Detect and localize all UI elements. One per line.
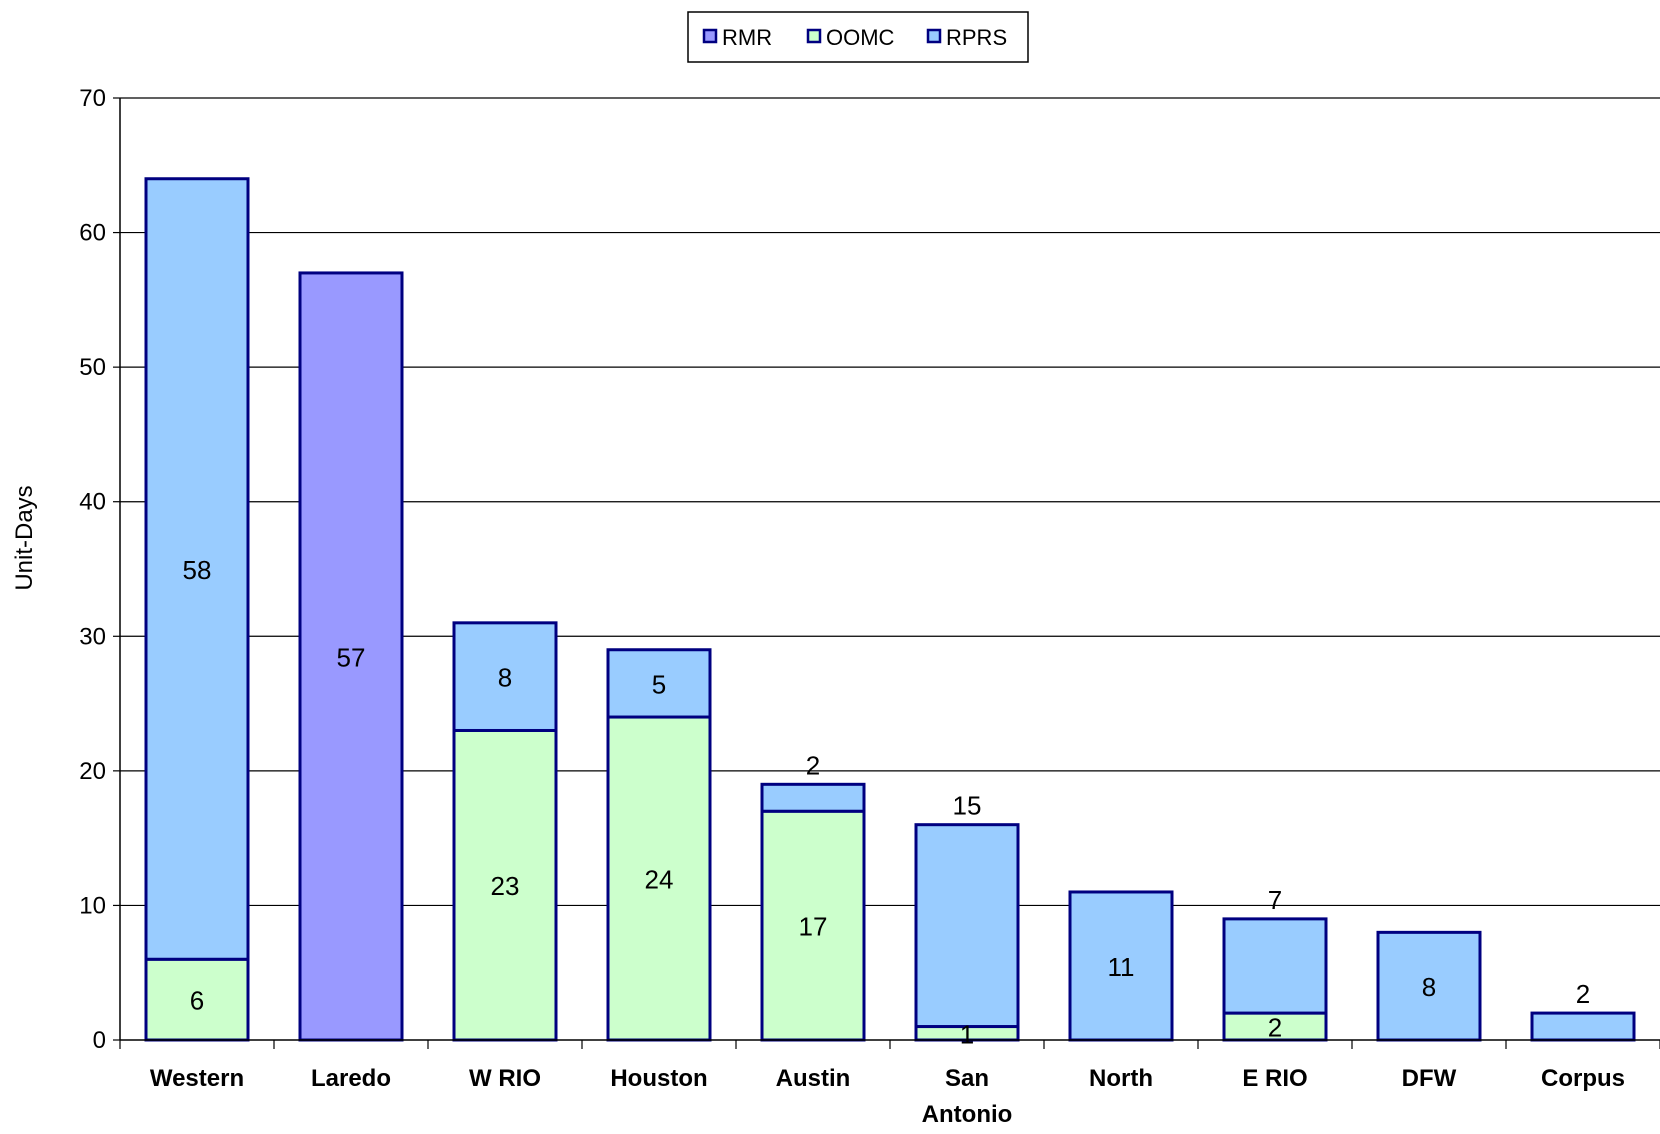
y-axis-title: Unit-Days (11, 485, 38, 590)
bars (144, 177, 1636, 1042)
bar-segment-rprs-western (144, 177, 250, 961)
x-category-label: E RIO (1242, 1065, 1307, 1092)
data-label: 57 (337, 642, 366, 672)
data-label: 2 (1268, 1013, 1282, 1043)
y-tick-label: 60 (79, 220, 106, 247)
x-category-label: North (1089, 1065, 1153, 1092)
x-category-label-line: North (1089, 1065, 1153, 1092)
legend-swatch-oomc (806, 28, 822, 44)
x-category-label-line: San (945, 1065, 989, 1092)
data-label: 5 (652, 669, 666, 699)
data-label: 17 (799, 912, 828, 942)
data-labels: 6 58 57 23 8 24 5 17 2 1 15 11 2 7 8 2 (183, 555, 1591, 1049)
bar-segment-rprs-houston (606, 648, 712, 719)
x-category-label: Houston (610, 1065, 707, 1092)
legend: RMR OOMC RPRS (687, 11, 1029, 63)
data-label: 58 (183, 555, 212, 585)
y-tick-label: 20 (79, 758, 106, 785)
x-category-label: W RIO (469, 1065, 541, 1092)
bar-segment-oomc-western (144, 957, 250, 1042)
x-category-label: Western (150, 1065, 244, 1092)
x-category-label-line: Laredo (311, 1065, 391, 1092)
y-tick-label: 50 (79, 354, 106, 381)
x-category-label-line: Austin (776, 1065, 851, 1092)
x-category-label-line: Corpus (1541, 1065, 1625, 1092)
legend-box (687, 11, 1029, 63)
x-category-label: Austin (776, 1065, 851, 1092)
data-label: 8 (498, 663, 512, 693)
y-tick-label: 10 (79, 892, 106, 919)
legend-swatch-rmr (702, 28, 718, 44)
bar-segment-rmr-laredo (298, 271, 404, 1042)
x-category-label: Laredo (311, 1065, 391, 1092)
data-label: 8 (1422, 972, 1436, 1002)
legend-label-rprs: RPRS (946, 25, 1007, 50)
bar-segment-rprs-e-rio (1222, 917, 1328, 1015)
x-category-label-line: DFW (1402, 1065, 1457, 1092)
bar-segment-rprs-w-rio (452, 621, 558, 732)
y-tick-label: 0 (93, 1027, 106, 1054)
x-category-label-line: Western (150, 1065, 244, 1092)
data-label: 1 (960, 1019, 974, 1049)
x-category-label-line: W RIO (469, 1065, 541, 1092)
legend-label-rmr: RMR (722, 25, 772, 50)
data-label: 2 (1576, 979, 1590, 1009)
y-tick-label: 70 (79, 85, 106, 112)
bar-segment-rprs-north (1068, 890, 1174, 1042)
x-category-label-line: E RIO (1242, 1065, 1307, 1092)
bar-segment-rprs-austin (760, 782, 866, 813)
legend-swatch-rprs (926, 28, 942, 44)
legend-label-oomc: OOMC (826, 25, 895, 50)
data-label: 24 (645, 865, 674, 895)
x-category-label-line: Antonio (922, 1101, 1013, 1128)
y-tick-label: 30 (79, 623, 106, 650)
bar-segment-oomc-houston (606, 715, 712, 1042)
x-category-label: Corpus (1541, 1065, 1625, 1092)
x-category-label-line: Houston (610, 1065, 707, 1092)
x-category-label: DFW (1402, 1065, 1457, 1092)
bar-segment-rprs-corpus (1530, 1011, 1636, 1042)
axes: 0 10 20 30 40 50 60 70 Western Laredo W RIO Houston… (79, 85, 1660, 1128)
y-tick-label: 40 (79, 489, 106, 516)
bar-segment-oomc-w-rio (452, 728, 558, 1042)
x-category-label: San Antonio (922, 1065, 1013, 1128)
bar-segment-rprs-san-antonio (914, 823, 1020, 1029)
data-label: 11 (1108, 952, 1135, 982)
data-label: 7 (1268, 885, 1282, 915)
data-label: 6 (190, 986, 204, 1016)
data-label: 15 (953, 791, 982, 821)
bar-segment-rprs-dfw (1376, 930, 1482, 1042)
data-label: 23 (491, 871, 520, 901)
data-label: 2 (806, 750, 820, 780)
